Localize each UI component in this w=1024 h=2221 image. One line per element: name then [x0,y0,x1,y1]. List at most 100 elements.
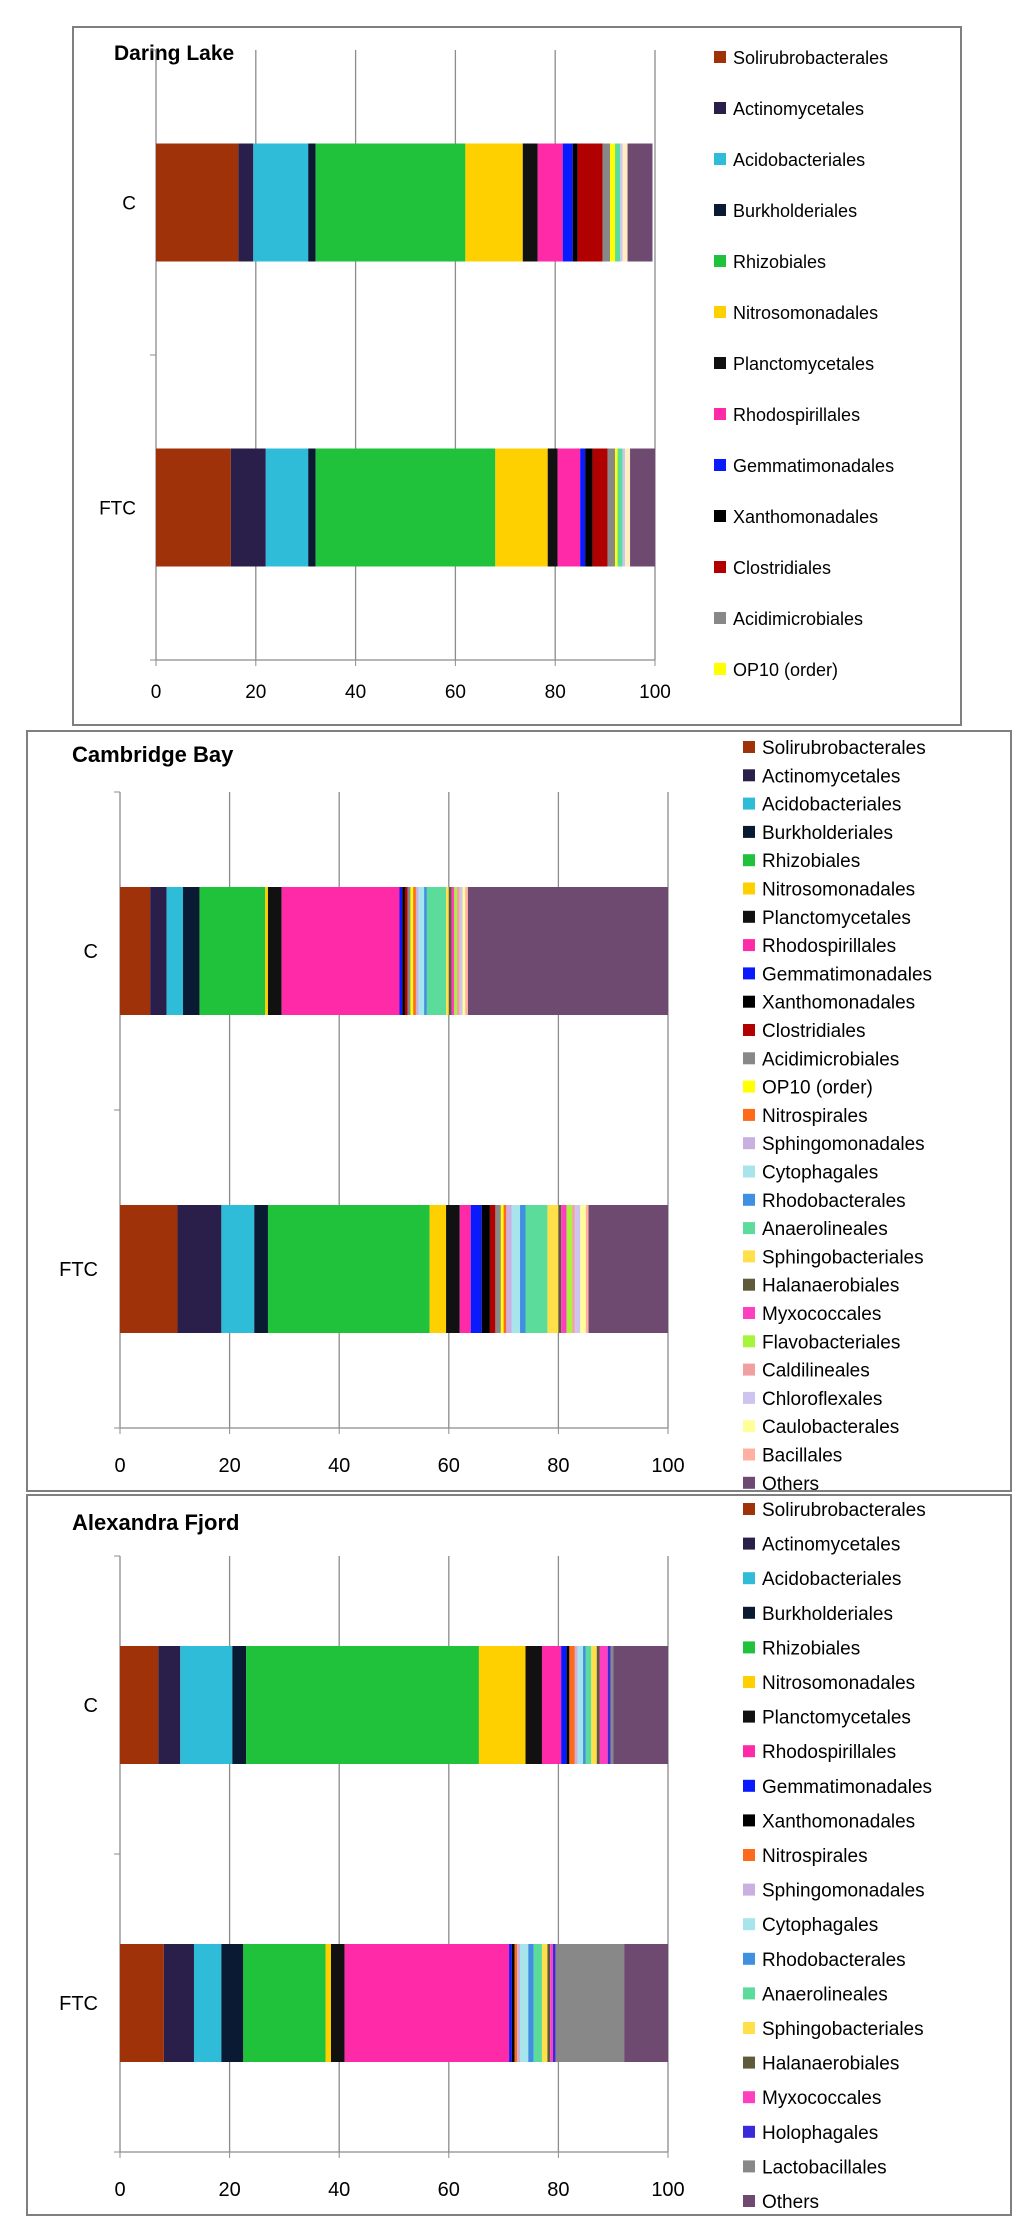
legend-label-anaerolineales: Anaerolineales [762,1219,888,1240]
x-tick-label: 20 [218,2179,240,2201]
legend-swatch-actinomycetales [743,1537,755,1550]
legend-label-acidobacteriales: Acidobacteriales [762,795,901,816]
legend-label-chloroflexales: Chloroflexales [762,1389,882,1410]
legend-swatch-gemmatimonadales [714,459,726,471]
bar-segment-ftc-bacillales [585,1205,589,1333]
legend-label-op10-order: OP10 (order) [733,660,838,680]
bar-segment-c-acidobacteriales [253,143,309,262]
bar-segment-c-caulobacterales [462,887,466,1015]
bar-segment-ftc-rhodobacterales [520,1205,526,1333]
bar-segment-ftc-gemmatimonadales [580,448,586,567]
category-label-ftc: FTC [59,1259,98,1281]
legend-swatch-nitrosomonadales [743,1676,755,1688]
bar-segment-ftc-lactobacillales [555,1944,625,2062]
legend-swatch-rhodospirillales [743,939,755,952]
legend-label-rhodospirillales: Rhodospirillales [733,405,860,425]
chart-panel-alexandra-fjord: Alexandra Fjord 0 20 40 60 80 100 C FTC Solirubro… [26,1494,1012,2216]
legend-label-acidimicrobiales: Acidimicrobiales [733,609,863,629]
legend-swatch-actinomycetales [743,769,755,782]
legend-swatch-xanthomonadales [743,995,755,1008]
bar-segment-c-bacillales [465,887,468,1015]
bar-segment-ftc-chloroflexales [574,1205,581,1333]
bar-segment-ftc-planctomycetales [330,1944,345,2062]
legend-swatch-burkholderiales [714,204,726,216]
bar-segment-c-clostridiales [404,887,408,1015]
x-tick-label: 60 [438,1455,460,1477]
bar-segment-c-caldilineales [457,887,460,1015]
legend-swatch-sphingobacteriales [743,1250,755,1263]
bar-segment-c-cytophagales [577,1646,584,1764]
bar-segment-ftc-rhizobiales [243,1944,326,2062]
bar-segment-ftc-sphingobacteriales [547,1205,559,1333]
legend-label-halanaerobiales: Halanaerobiales [762,2054,899,2075]
chart-panel-cambridge-bay: Cambridge Bay 0 20 40 60 80 100 C FTC Solirubroba… [26,730,1012,1492]
legend-swatch-rhodobacterales [743,1193,755,1206]
bar-segment-ftc-planctomycetales [446,1205,460,1333]
legend-label-actinomycetales: Actinomycetales [762,1535,900,1556]
bar-segment-ftc-xanthomonadales [585,448,593,567]
bar-segment-ftc-actinomycetales [230,448,266,567]
legend-swatch-rhizobiales [714,255,726,267]
category-label-c: C [122,194,136,215]
bar-segment-c-halanaerobiales [596,1646,600,1764]
legend-label-clostridiales: Clostridiales [762,1021,865,1042]
legend-label-burkholderiales: Burkholderiales [762,823,893,844]
bar-segment-c-lactobacillales [610,1646,614,1764]
legend-label-rhodobacterales: Rhodobacterales [762,1191,906,1212]
x-tick-label: 40 [345,682,366,703]
bar-segment-ftc-others [588,1205,668,1333]
bar-segment-ftc-unlabeled [625,448,631,567]
legend-label-sphingobacteriales: Sphingobacteriales [762,1247,924,1268]
legend-label-nitrosomonadales: Nitrosomonadales [762,880,915,901]
bar-segment-c-nitrosomonadales [265,887,268,1015]
bar-segment-ftc-unlabeled [622,448,626,567]
bar-segment-ftc-cytophagales [520,1944,529,2062]
legend-swatch-anaerolineales [743,1987,755,2000]
x-tick-label: 80 [547,2179,569,2201]
bar-segment-ftc-planctomycetales [547,448,558,567]
legend-swatch-sphingomonadales [743,1883,755,1896]
legend-label-actinomycetales: Actinomycetales [733,99,864,119]
bar-segment-c-rhodospirillales [541,1646,562,1764]
bar-segment-ftc-actinomycetales [163,1944,194,2062]
bar-segment-c-rhodospirillales [281,887,400,1015]
legend-label-rhizobiales: Rhizobiales [762,851,860,872]
chart-alexandra-fjord: Alexandra Fjord 0 20 40 60 80 100 C FTC Solirubro… [59,1500,932,2213]
category-label-ftc: FTC [99,499,136,520]
bar-segment-ftc-solirubrobacterales [120,1944,164,2062]
legend-swatch-burkholderiales [743,825,755,838]
legend-label-solirubrobacterales: Solirubrobacterales [762,1500,926,1521]
bar-segment-c-myxococcales [599,1646,608,1764]
legend-swatch-gemmatimonadales [743,967,755,980]
bar-segment-ftc-myxococcales [550,1944,553,2062]
bar-segment-ftc-burkholderiales [221,1944,244,2062]
bar-segment-c-op10-order [410,887,414,1015]
chart-title: Alexandra Fjord [72,1510,239,1535]
x-tick-label: 100 [639,682,671,703]
legend-swatch-solirubrobacterales [714,51,726,63]
bar-segment-c-anaerolineales [585,1646,592,1764]
bar-segment-c-burkholderiales [232,1646,247,1764]
legend-label-sphingobacteriales: Sphingobacteriales [762,2019,924,2040]
category-label-c: C [84,941,98,963]
bar-segment-ftc-burkholderiales [308,448,316,567]
legend-swatch-cytophagales [743,1918,755,1931]
bar-segment-ftc-halanaerobiales [547,1944,551,2062]
legend-label-nitrospirales: Nitrospirales [762,1846,868,1867]
legend-swatch-op10-order [714,663,726,675]
legend-swatch-acidobacteriales [714,153,726,165]
bar-segment-c-acidimicrobiales [407,887,411,1015]
bar-segment-ftc-op10-order [615,448,618,567]
bar-segment-c-chloroflexales [459,887,463,1015]
legend-swatch-rhodospirillales [714,408,726,420]
bar-segment-ftc-xanthomonadales [511,1944,515,2062]
x-tick-label: 0 [151,682,162,703]
legend-label-planctomycetales: Planctomycetales [733,354,874,374]
bar-segment-c-halanaerobiales [448,887,452,1015]
bar-segment-ftc-clostridiales [592,448,608,567]
legend-swatch-nitrosomonadales [714,306,726,318]
bar-segment-ftc-gemmatimonadales [509,1944,512,2062]
legend-label-planctomycetales: Planctomycetales [762,908,911,929]
bar-segment-c-actinomycetales [158,1646,181,1764]
legend-label-caldilineales: Caldilineales [762,1361,870,1382]
